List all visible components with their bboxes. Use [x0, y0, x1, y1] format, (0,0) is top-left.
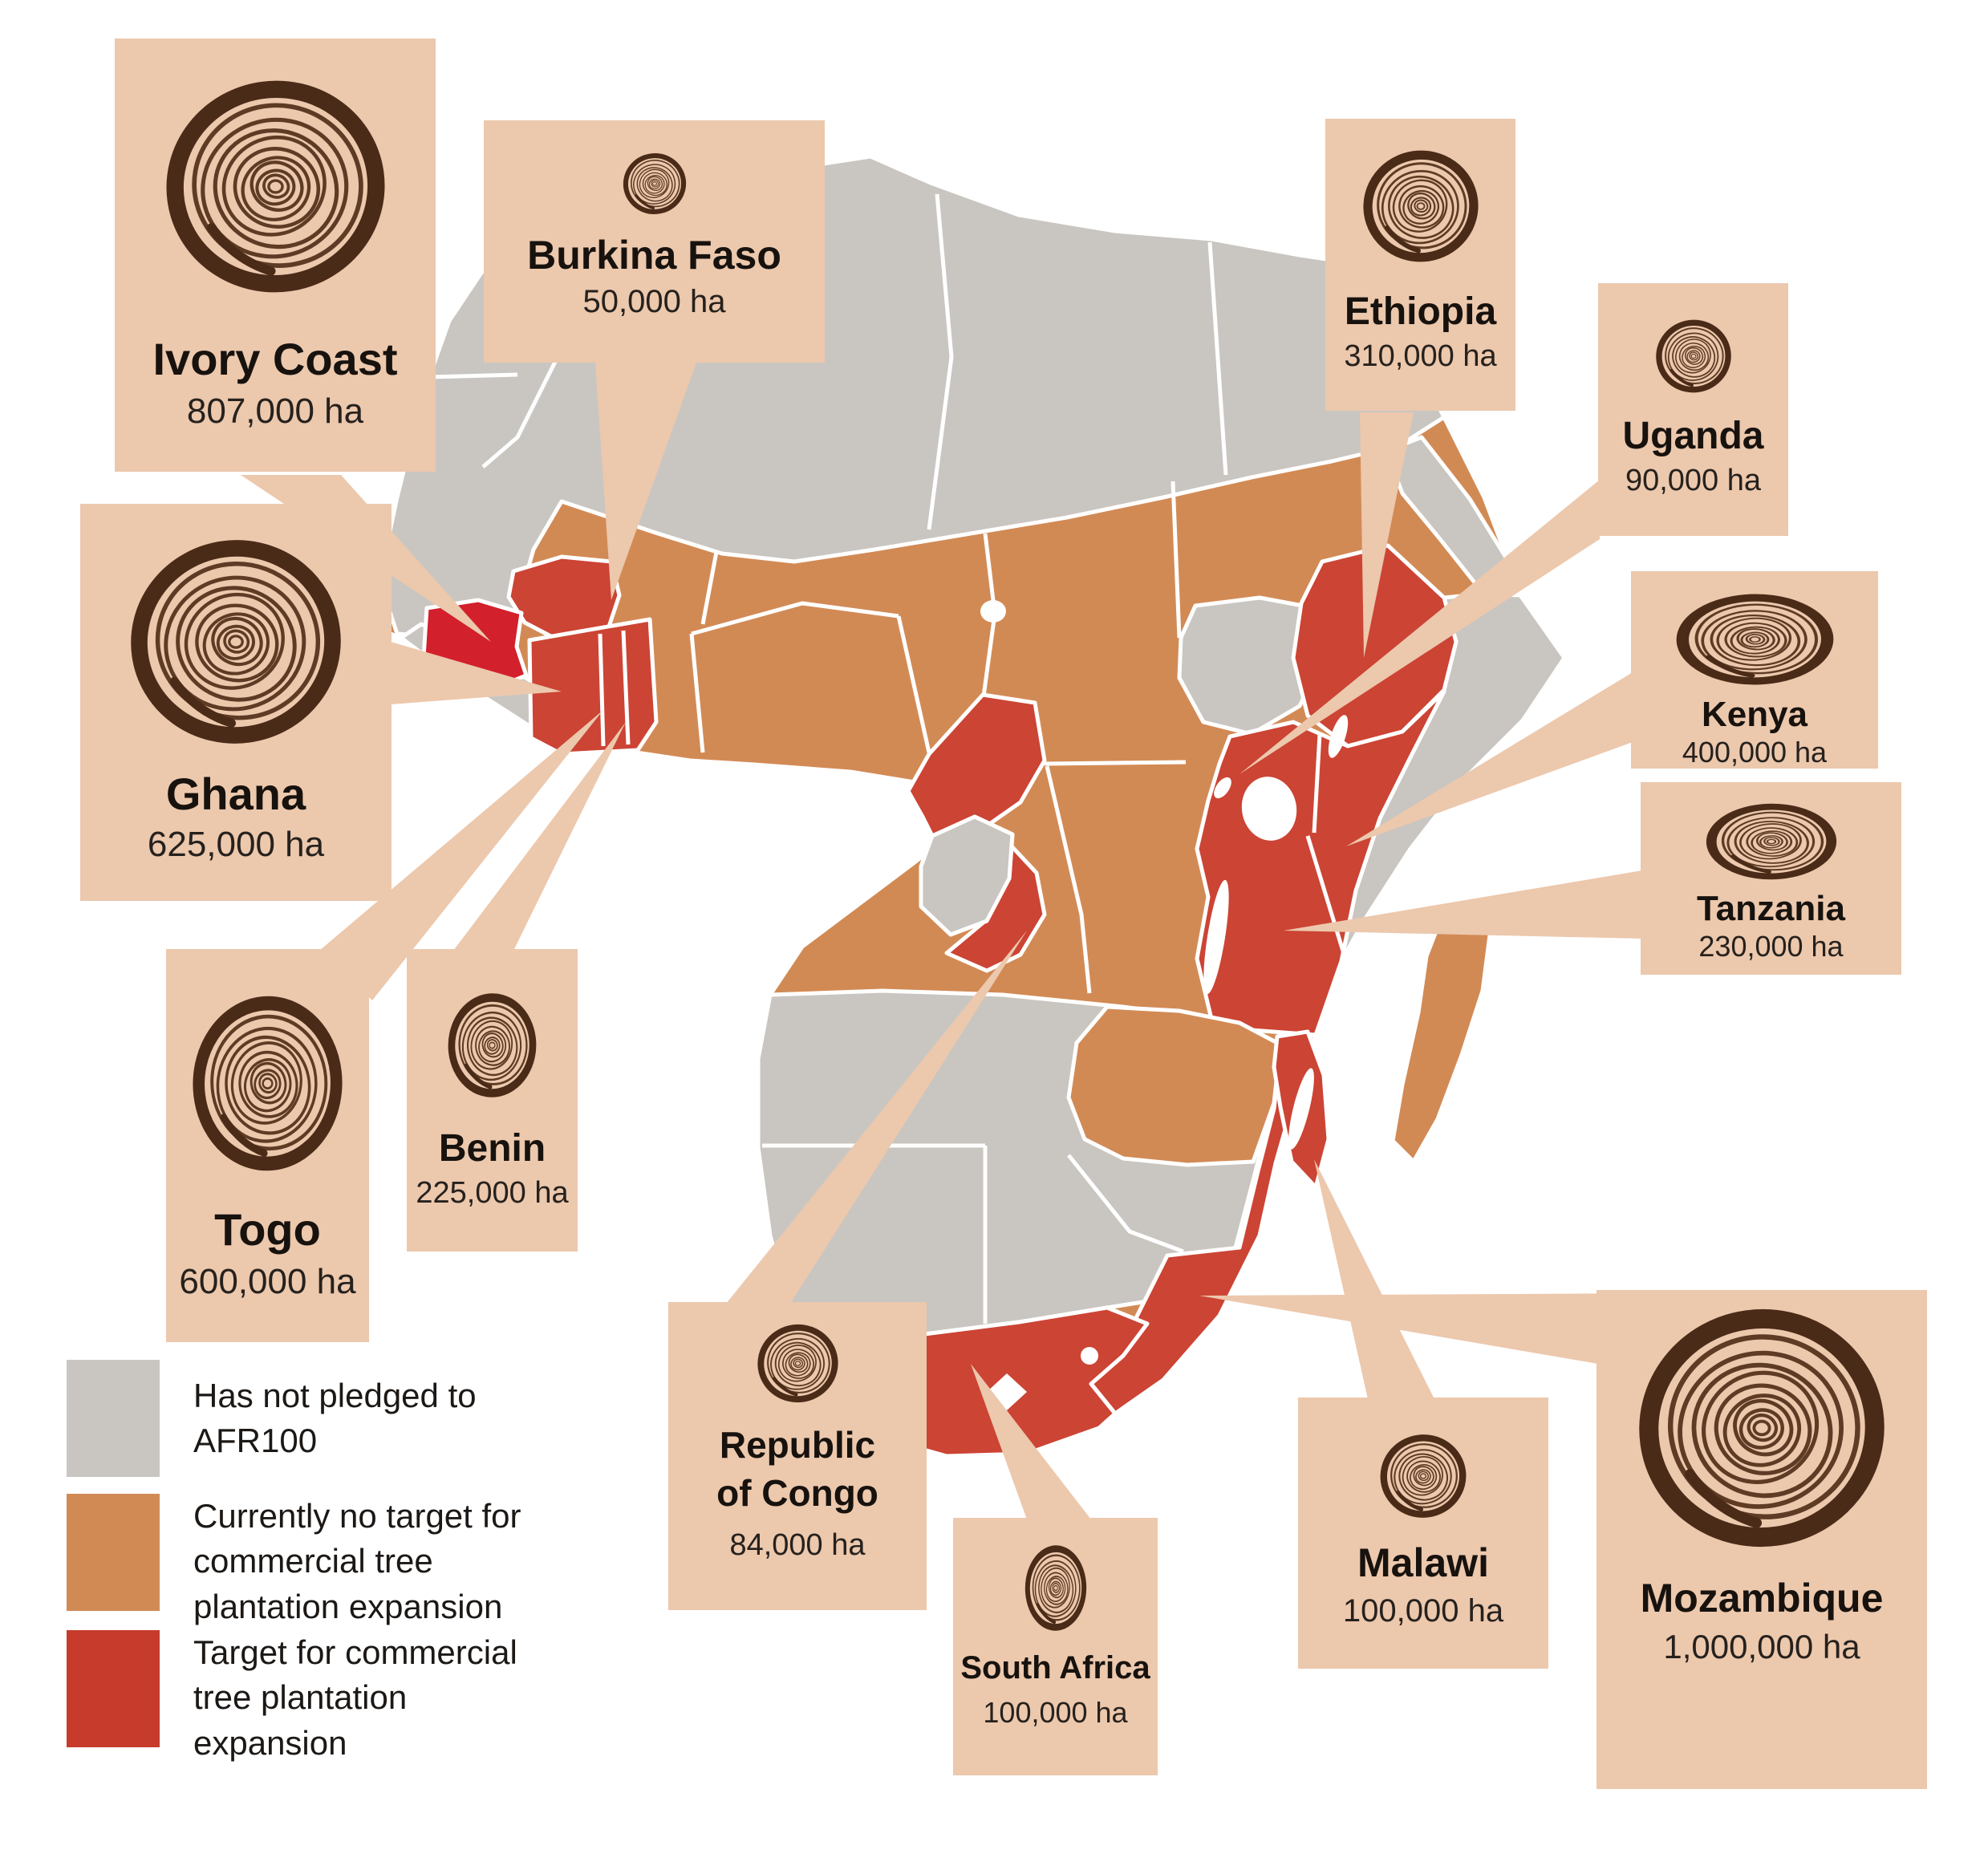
country-value: 100,000 ha: [1342, 1593, 1504, 1629]
pointer-republic-of-congo: [726, 931, 1027, 1304]
lake-malawi: [1288, 1068, 1314, 1150]
legend-swatch-orange: [67, 1494, 160, 1611]
region-south-sudan: [1177, 595, 1325, 736]
callout-tanzania: Tanzania 230,000 ha: [1641, 782, 1901, 975]
country-name: Benin: [438, 1127, 546, 1170]
legend-item-target: Target for commercial tree plantation ex…: [67, 1630, 546, 1766]
legend-label: Has not pledged to AFR100: [193, 1376, 477, 1459]
country-value: 310,000 ha: [1344, 339, 1497, 373]
lake-chad: [980, 600, 1006, 623]
region-zambia: [1066, 1004, 1283, 1167]
country-name: Mozambique: [1640, 1576, 1884, 1621]
tree-ring-icon: [446, 989, 538, 1101]
country-value: 600,000 ha: [179, 1262, 356, 1302]
tree-ring-icon: [756, 1321, 840, 1406]
country-name: Ethiopia: [1344, 290, 1497, 333]
country-name: Ghana: [165, 769, 306, 819]
country-value: 90,000 ha: [1625, 463, 1762, 497]
country-value: 230,000 ha: [1698, 929, 1844, 963]
lake-tanganyika: [1203, 879, 1229, 995]
pointer-burkina-faso: [595, 363, 696, 600]
callout-republic-of-congo: Republic of Congo 84,000 ha: [668, 1302, 927, 1610]
country-value: 400,000 ha: [1682, 735, 1828, 769]
tree-ring-icon: [1654, 317, 1733, 396]
pointer-ethiopia: [1360, 412, 1414, 658]
country-value: 50,000 ha: [582, 284, 726, 319]
region-gabon: [919, 814, 1015, 937]
eswatini-cutout: [1081, 1347, 1098, 1365]
tree-ring-icon: [622, 151, 688, 217]
tree-ring-icon: [1703, 801, 1840, 882]
country-value: 1,000,000 ha: [1663, 1628, 1860, 1665]
pointer-uganda: [1239, 480, 1600, 774]
callout-burkina-faso: Burkina Faso 50,000 ha: [484, 120, 825, 363]
region-madagascar: [1390, 903, 1493, 1164]
pointer-tanzania: [1284, 870, 1642, 939]
country-name: Tanzania: [1696, 889, 1845, 928]
callout-kenya: Kenya 400,000 ha: [1631, 571, 1878, 769]
pointer-togo: [319, 710, 603, 1000]
country-name: Togo: [214, 1204, 321, 1255]
country-name: Kenya: [1701, 695, 1808, 734]
country-value: 625,000 ha: [147, 825, 325, 865]
map-regions: [365, 154, 1567, 1458]
callout-ivory-coast: Ivory Coast 807,000 ha: [115, 39, 436, 472]
pointer-kenya: [1346, 672, 1633, 846]
pointer-malawi: [1314, 1159, 1434, 1399]
legend-item-no-target: Currently no target for commercial tree …: [67, 1494, 570, 1629]
lake-victoria: [1241, 777, 1297, 841]
country-name: Uganda: [1622, 415, 1764, 457]
pointer-south-africa: [971, 1364, 1091, 1519]
legend-swatch-gray: [67, 1360, 160, 1477]
callout-malawi: Malawi 100,000 ha: [1298, 1398, 1548, 1669]
lake-turkana: [1328, 715, 1349, 758]
callout-ethiopia: Ethiopia 310,000 ha: [1325, 119, 1515, 411]
region-ghana-togo-benin: [527, 617, 659, 757]
tree-ring-icon: [189, 989, 346, 1178]
callout-mozambique: Mozambique 1,000,000 ha: [1596, 1290, 1927, 1789]
tree-ring-icon: [126, 532, 346, 752]
callout-benin: Benin 225,000 ha: [407, 949, 578, 1252]
country-value: 84,000 ha: [729, 1527, 866, 1562]
country-name: South Africa: [960, 1650, 1150, 1686]
country-name: Ivory Coast: [152, 334, 398, 384]
legend-label: Currently no target for commercial tree …: [193, 1497, 521, 1625]
callout-south-africa: South Africa 100,000 ha: [953, 1518, 1158, 1775]
legend-item-not-pledged: Has not pledged to AFR100: [67, 1360, 514, 1477]
callout-togo: Togo 600,000 ha: [166, 949, 369, 1342]
tree-ring-icon: [1361, 146, 1481, 266]
callout-ghana: Ghana 625,000 ha: [80, 504, 392, 901]
country-value: 100,000 ha: [983, 1695, 1128, 1729]
country-name: Malawi: [1357, 1540, 1489, 1585]
callout-pointers: [241, 363, 1654, 1519]
legend-swatch-red: [67, 1630, 160, 1747]
tree-ring-icon: [161, 72, 390, 301]
pointer-ghana: [391, 642, 562, 704]
legend-label: Target for commercial tree plantation ex…: [193, 1633, 517, 1762]
tree-ring-icon: [1378, 1431, 1468, 1521]
country-name: Burkina Faso: [527, 233, 781, 278]
country-value: 225,000 ha: [416, 1175, 569, 1210]
callout-uganda: Uganda 90,000 ha: [1598, 283, 1788, 536]
country-name: Republic of Congo: [716, 1424, 878, 1514]
pointer-mozambique: [1199, 1293, 1654, 1364]
lake-albert: [1214, 777, 1231, 799]
country-value: 807,000 ha: [186, 391, 364, 432]
pointer-benin: [453, 722, 626, 951]
region-east-africa: [1195, 689, 1446, 1037]
tree-ring-icon: [1673, 590, 1837, 688]
tree-ring-icon: [1633, 1300, 1890, 1556]
tree-ring-icon: [1024, 1542, 1088, 1634]
